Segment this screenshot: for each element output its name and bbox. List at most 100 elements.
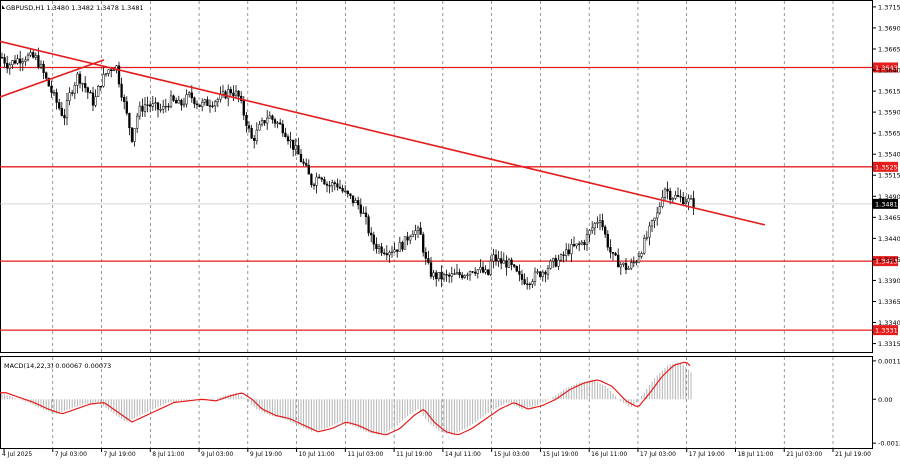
candle-body: [476, 269, 479, 274]
candle-body: [565, 249, 568, 256]
falling-trendline: [0, 40, 766, 226]
candle-body: [601, 220, 604, 228]
candle-body: [71, 92, 74, 94]
candle-body: [333, 182, 336, 184]
candle-body: [34, 55, 37, 58]
candle-body: [193, 97, 196, 105]
candle-body: [63, 115, 66, 119]
candle-body: [143, 104, 147, 112]
macd-signal: [0, 361, 691, 436]
time-tick-label: 21 Jul 03:00: [786, 451, 822, 458]
candle-body: [203, 99, 206, 103]
candle-body: [141, 105, 144, 112]
candle-body: [151, 103, 154, 107]
candle-body: [526, 283, 529, 285]
candle-body: [396, 249, 399, 252]
price-axis: 1.3715 1.3690 1.3665 1.3640 1.3615 1.3590 1.35…: [872, 3, 900, 348]
candle-body: [442, 274, 446, 280]
candle-body: [372, 234, 375, 245]
candle-body: [497, 258, 500, 262]
candle-body: [117, 65, 121, 85]
price-tick-label: 1.3440: [878, 235, 900, 243]
candle-body: [624, 262, 628, 270]
candle-body: [91, 92, 95, 106]
candle-body: [650, 220, 654, 227]
candle-body: [489, 260, 492, 275]
candle-body: [29, 52, 32, 56]
candle-body: [24, 59, 27, 62]
candle-body: [175, 100, 178, 104]
candle-body: [60, 107, 63, 116]
candle-body: [242, 100, 245, 116]
candle-body: [232, 92, 235, 97]
candle-body: [136, 115, 139, 129]
candle-body: [149, 104, 152, 107]
grid: [52, 1, 834, 448]
collapse-icon[interactable]: [2, 5, 5, 9]
level-price-badge: [873, 325, 898, 336]
time-tick-label: 11 Jul 03:00: [347, 451, 383, 458]
candle-body: [289, 139, 292, 142]
candle-body: [500, 258, 503, 264]
candle-body: [315, 176, 318, 186]
time-tick-label: 7 Jul 03:00: [55, 451, 87, 458]
candle-body: [188, 92, 191, 95]
candle-body: [661, 197, 664, 207]
candle-body: [544, 271, 547, 275]
candle-body: [437, 272, 440, 280]
candle-body: [518, 271, 521, 275]
price-tick-label: 1.3490: [878, 193, 900, 201]
candle-body: [294, 145, 297, 150]
candle-body: [255, 129, 258, 141]
macd-panel: [0, 356, 873, 449]
candle-body: [604, 226, 607, 235]
candle-body: [341, 188, 344, 192]
candle-body: [81, 83, 84, 85]
candle-body: [344, 190, 347, 193]
candle-body: [552, 258, 555, 262]
candle-body: [102, 74, 105, 87]
candle-body: [0, 57, 4, 59]
candle-body: [8, 64, 11, 69]
trendlines[interactable]: [0, 40, 766, 226]
candle-body: [45, 72, 48, 79]
time-tick-label: 9 Jul 03:00: [201, 451, 233, 458]
candle-body: [47, 77, 50, 87]
candle-body: [78, 73, 82, 84]
level-price-label: 1.3413: [875, 258, 898, 266]
candle-body: [583, 242, 586, 245]
candle-body: [19, 58, 22, 64]
candle-body: [572, 244, 576, 247]
level-price-label: 1.3643: [875, 64, 898, 72]
macd-tick-label: -0.00135: [878, 440, 900, 448]
candle-body: [65, 100, 69, 119]
candle-body: [164, 105, 167, 108]
candle-body: [406, 236, 409, 241]
candle-body: [128, 113, 131, 129]
candle-body: [3, 57, 6, 64]
candle-body: [357, 200, 360, 206]
macd-axis: 0.00118 0.00 -0.00135: [872, 357, 900, 448]
macd-histogram: [1, 362, 692, 435]
candle-body: [68, 92, 71, 101]
candle-body: [559, 254, 563, 261]
candle-body: [671, 198, 674, 200]
candle-body: [318, 176, 321, 179]
candle-body: [50, 86, 53, 93]
candle-body: [567, 249, 570, 255]
candle-body: [11, 60, 14, 65]
candle-body: [21, 61, 24, 64]
candle-body: [6, 63, 9, 69]
candle-body: [635, 261, 638, 264]
candle-body: [258, 124, 261, 131]
horizontal-levels[interactable]: 1.3643 1.3525 1.3413 1.3331 1.3481: [0, 62, 898, 336]
candle-body: [513, 264, 516, 267]
candle-body: [250, 127, 253, 139]
candle-body: [403, 236, 407, 250]
candle-body: [450, 273, 453, 277]
time-tick-label: 4 Jul 2025: [2, 451, 32, 458]
candle-body: [658, 206, 661, 214]
price-tick-label: 1.3540: [878, 151, 900, 159]
